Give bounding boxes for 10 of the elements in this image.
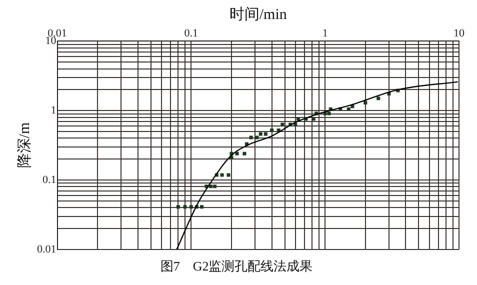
y-tick-label: 1 [50, 104, 56, 116]
x-tick-label: 1 [322, 27, 328, 40]
y-tick-label: 0.1 [42, 174, 56, 186]
x-tick-label: 10 [454, 27, 465, 40]
y-tick-label: 0.01 [37, 243, 56, 256]
y-axis-title: 降深/m [16, 122, 33, 168]
x-axis-title: 时间/min [229, 6, 288, 23]
y-tick-label: 10 [45, 35, 57, 48]
x-tick-label: 0.1 [184, 27, 198, 40]
text: 图7 G2监测孔配线法成果 [160, 258, 313, 274]
